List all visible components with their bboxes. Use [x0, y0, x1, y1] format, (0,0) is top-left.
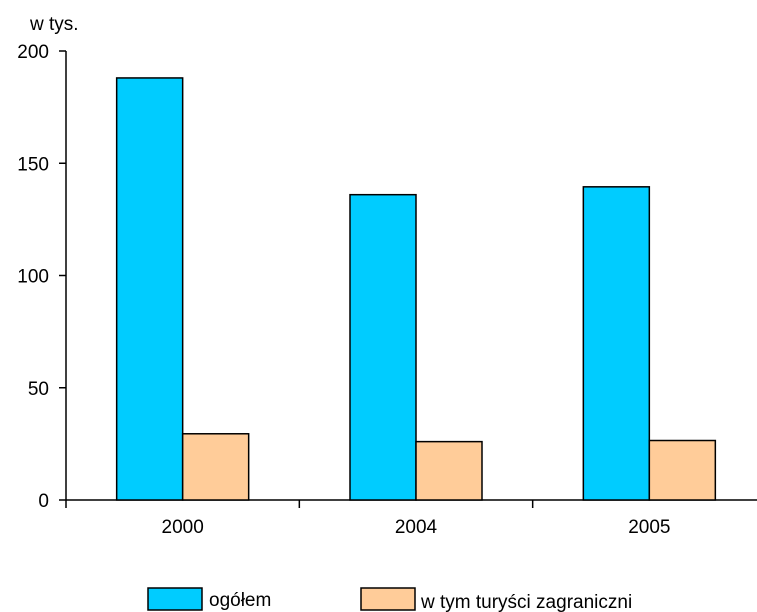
y-tick-label: 150	[17, 154, 49, 175]
y-unit-label: w tys.	[29, 14, 79, 35]
bar-turysci-zagraniczni-2005	[648, 439, 717, 501]
bar-ogolem-2000	[115, 77, 184, 501]
y-tick-label: 50	[28, 379, 49, 400]
x-tick-label: 2000	[162, 517, 204, 538]
legend-swatch-turysci-zagraniczni	[360, 587, 416, 611]
bar-ogolem-2005	[582, 186, 651, 501]
legend: ogółem w tym turyści zagraniczni	[147, 587, 632, 612]
y-tick-label: 100	[17, 267, 49, 288]
bar-turysci-zagraniczni-2000	[181, 433, 250, 501]
x-tick-label: 2004	[395, 517, 438, 538]
bar-turysci-zagraniczni-2004	[415, 440, 483, 501]
legend-label-turysci-zagraniczni: w tym turyści zagraniczni	[420, 592, 632, 612]
legend-swatch-ogolem	[147, 587, 203, 611]
bars	[115, 77, 717, 501]
y-tick-label: 0	[38, 491, 49, 512]
x-axis: 2000 2004 2005	[65, 499, 757, 538]
x-tick-label: 2005	[628, 517, 670, 538]
legend-label-ogolem: ogółem	[209, 590, 271, 611]
bar-ogolem-2004	[349, 193, 417, 501]
y-axis: 0 50 100 150 200	[17, 42, 67, 512]
y-tick-label: 200	[17, 42, 49, 63]
